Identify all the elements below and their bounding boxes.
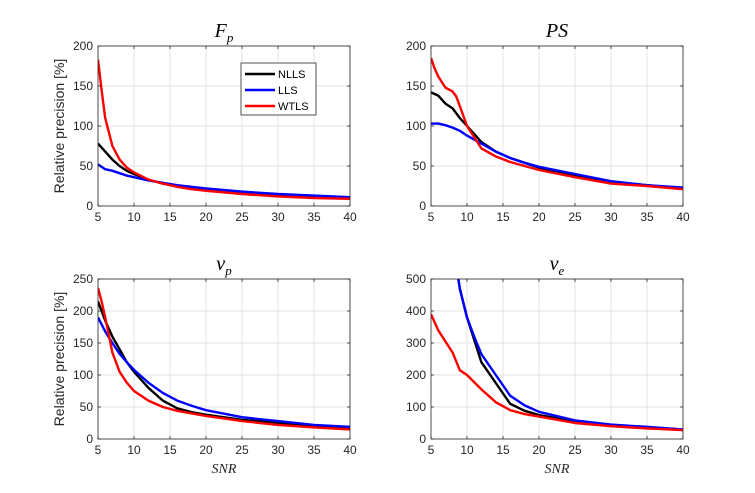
y-tick-label: 0	[86, 432, 93, 446]
title-main: v	[550, 253, 559, 275]
x-tick-label: 40	[676, 210, 690, 224]
x-axis-label: SNR	[545, 462, 570, 477]
y-tick-label: 50	[80, 159, 94, 173]
axes-box	[97, 278, 351, 440]
plot-area	[431, 279, 683, 439]
subplot-title: vp	[216, 253, 232, 278]
x-tick-label: 25	[568, 443, 582, 457]
series-line-lls	[457, 278, 683, 431]
x-tick-label: 10	[127, 210, 141, 224]
subplot-1: 5 10 15 20 25 30 35 40 0 50 100 150 200 Fp Relative pr…	[51, 20, 357, 224]
y-tick-label: 100	[406, 119, 426, 133]
y-tick-label: 200	[406, 39, 426, 53]
y-axis-label: Relative precision [%]	[51, 59, 67, 194]
series-line-wtls	[98, 287, 350, 431]
y-tick-label: 0	[86, 199, 93, 213]
legend-label-lls: LLS	[278, 85, 298, 97]
x-tick-label: 40	[676, 443, 690, 457]
x-tick-label: 35	[640, 443, 654, 457]
x-tick-label: 35	[307, 443, 321, 457]
x-tick-label: 20	[199, 443, 213, 457]
x-tick-label: 20	[532, 443, 546, 457]
title-main: F	[214, 20, 228, 42]
series-line-wtls	[431, 57, 683, 191]
y-tick-label: 300	[406, 336, 426, 350]
series-line-lls	[98, 316, 350, 429]
subplot-2: 5 10 15 20 25 30 35 40 0 50 100 150 200 PS	[406, 20, 690, 224]
subplot-3: 5 10 15 20 25 30 35 40 0 50 100 150 200 250 vp Relative…	[51, 253, 357, 477]
x-tick-label: 35	[640, 210, 654, 224]
subplot-title: Fp	[214, 20, 234, 45]
y-tick-label: 0	[419, 432, 426, 446]
x-tick-label: 5	[428, 210, 435, 224]
x-tick-label: 5	[95, 210, 102, 224]
x-tick-label: 40	[343, 443, 357, 457]
y-tick-label: 400	[406, 304, 426, 318]
x-tick-label: 35	[307, 210, 321, 224]
x-tick-label: 40	[343, 210, 357, 224]
y-tick-label: 150	[73, 79, 93, 93]
title-main: PS	[545, 20, 568, 42]
title-main: v	[216, 253, 225, 275]
series-line-wtls	[98, 59, 350, 200]
x-tick-label: 10	[460, 443, 474, 457]
y-tick-label: 100	[73, 119, 93, 133]
plot-area	[98, 279, 350, 439]
y-tick-label: 500	[406, 272, 426, 286]
y-tick-label: 100	[73, 368, 93, 382]
title-subscript: e	[559, 263, 565, 278]
y-tick-label: 150	[406, 79, 426, 93]
y-tick-label: 250	[73, 272, 93, 286]
x-tick-label: 15	[163, 210, 177, 224]
subplot-title: PS	[545, 20, 568, 42]
x-tick-label: 25	[235, 210, 249, 224]
y-tick-label: 0	[419, 199, 426, 213]
legend-label-nlls: NLLS	[278, 69, 306, 81]
x-axis-label: SNR	[212, 462, 237, 477]
legend: NLLS LLS WTLS	[240, 62, 317, 116]
y-axis-label: Relative precision [%]	[51, 292, 67, 427]
x-tick-label: 30	[271, 210, 285, 224]
x-tick-label: 15	[496, 210, 510, 224]
x-tick-label: 30	[271, 443, 285, 457]
y-tick-label: 200	[406, 368, 426, 382]
y-tick-label: 100	[406, 400, 426, 414]
series-line-lls	[431, 122, 683, 189]
title-subscript: p	[224, 263, 232, 278]
x-tick-label: 15	[163, 443, 177, 457]
x-tick-label: 30	[604, 443, 618, 457]
x-tick-label: 20	[532, 210, 546, 224]
series-line-wtls	[431, 313, 683, 432]
subplot-title: ve	[550, 253, 565, 278]
x-tick-label: 30	[604, 210, 618, 224]
series-line-nlls	[98, 300, 350, 430]
title-subscript: p	[226, 30, 234, 45]
axes-box	[430, 278, 684, 440]
x-tick-label: 15	[496, 443, 510, 457]
x-tick-label: 10	[460, 210, 474, 224]
x-tick-label: 20	[199, 210, 213, 224]
x-tick-label: 5	[428, 443, 435, 457]
y-tick-label: 200	[73, 39, 93, 53]
y-tick-label: 200	[73, 304, 93, 318]
legend-label-wtls: WTLS	[278, 101, 309, 113]
x-tick-label: 25	[568, 210, 582, 224]
x-tick-label: 25	[235, 443, 249, 457]
x-tick-label: 5	[95, 443, 102, 457]
y-tick-label: 50	[80, 400, 94, 414]
x-tick-label: 10	[127, 443, 141, 457]
y-tick-label: 50	[413, 159, 427, 173]
y-tick-label: 150	[73, 336, 93, 350]
